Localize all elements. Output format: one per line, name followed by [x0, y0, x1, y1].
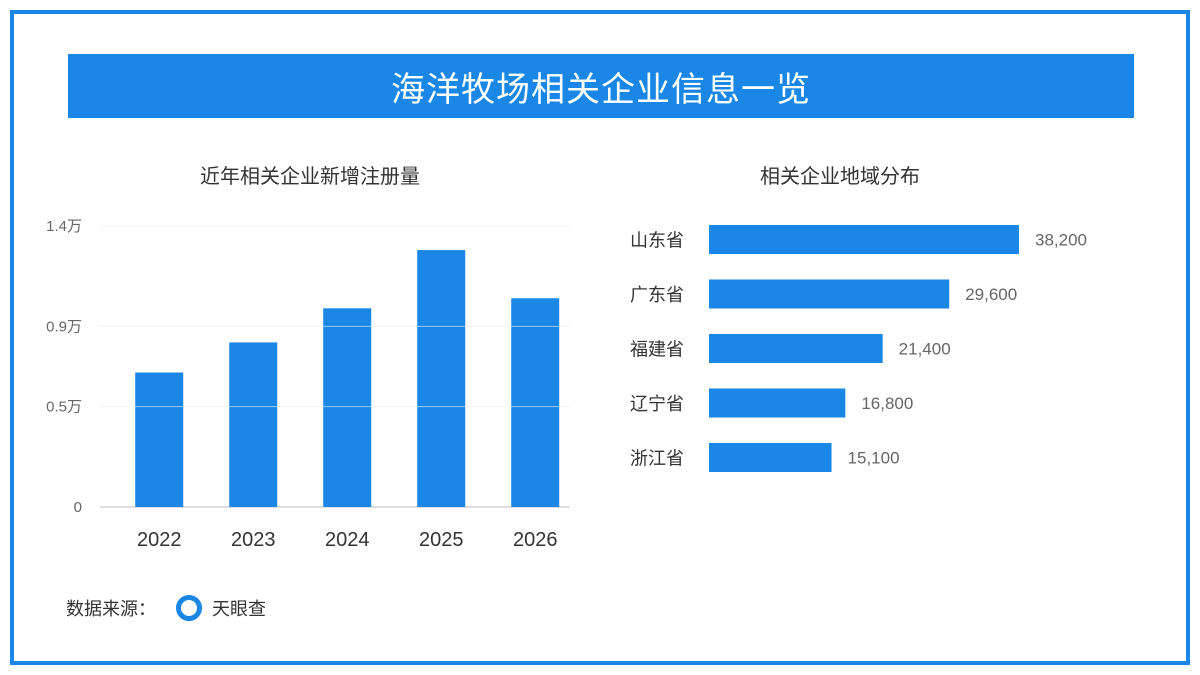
data-source-name: 天眼查 — [212, 599, 266, 620]
x-tick-label: 2026 — [513, 529, 558, 551]
x-tick-label: 2023 — [231, 529, 276, 551]
bar-2024 — [323, 308, 372, 507]
y-tick-label: 1.4万 — [46, 218, 82, 235]
y-tick-label: 0 — [74, 499, 82, 516]
data-label: 16,800 — [861, 394, 913, 413]
data-label: 15,100 — [848, 449, 900, 468]
bar-辽宁省 — [709, 388, 846, 418]
data-label: 38,200 — [1035, 231, 1087, 250]
chart-title-registrations: 近年相关企业新增注册量 — [200, 164, 420, 188]
category-label: 福建省 — [630, 340, 684, 361]
data-source: 数据来源： 天眼查 — [66, 594, 266, 622]
data-source-label: 数据来源： — [66, 599, 156, 620]
data-label: 29,600 — [965, 285, 1017, 304]
page-title-banner: 海洋牧场相关企业信息一览 — [68, 54, 1134, 118]
bar-2023 — [229, 342, 278, 507]
bar-2026 — [511, 298, 560, 507]
y-tick-label: 0.5万 — [46, 399, 82, 416]
bar-浙江省 — [709, 443, 832, 472]
bar-广东省 — [709, 279, 950, 309]
chart-title-regions: 相关企业地域分布 — [760, 164, 920, 188]
x-tick-label: 2024 — [325, 529, 370, 551]
bar-2025 — [417, 250, 466, 508]
category-label: 浙江省 — [630, 449, 684, 470]
x-tick-label: 2025 — [419, 529, 464, 551]
page-title: 海洋牧场相关企业信息一览 — [391, 69, 811, 110]
outer-frame — [10, 10, 1190, 665]
tianyancha-logo-icon — [176, 595, 202, 621]
category-label: 广东省 — [630, 285, 684, 306]
category-label: 山东省 — [630, 231, 684, 252]
bar-2022 — [135, 372, 184, 507]
bar-福建省 — [709, 334, 883, 363]
category-label: 辽宁省 — [630, 394, 684, 415]
data-label: 21,400 — [899, 340, 951, 359]
bar-山东省 — [709, 225, 1019, 254]
x-tick-label: 2022 — [137, 529, 182, 551]
y-tick-label: 0.9万 — [46, 318, 82, 335]
